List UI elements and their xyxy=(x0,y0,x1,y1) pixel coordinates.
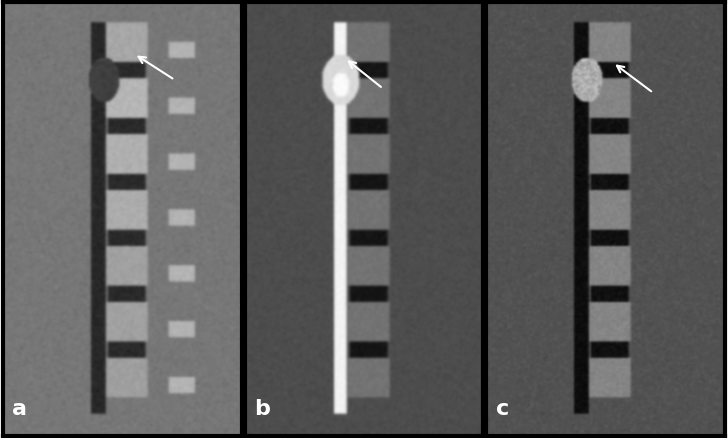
Text: b: b xyxy=(254,399,270,419)
Text: c: c xyxy=(496,399,509,419)
Text: a: a xyxy=(12,399,28,419)
